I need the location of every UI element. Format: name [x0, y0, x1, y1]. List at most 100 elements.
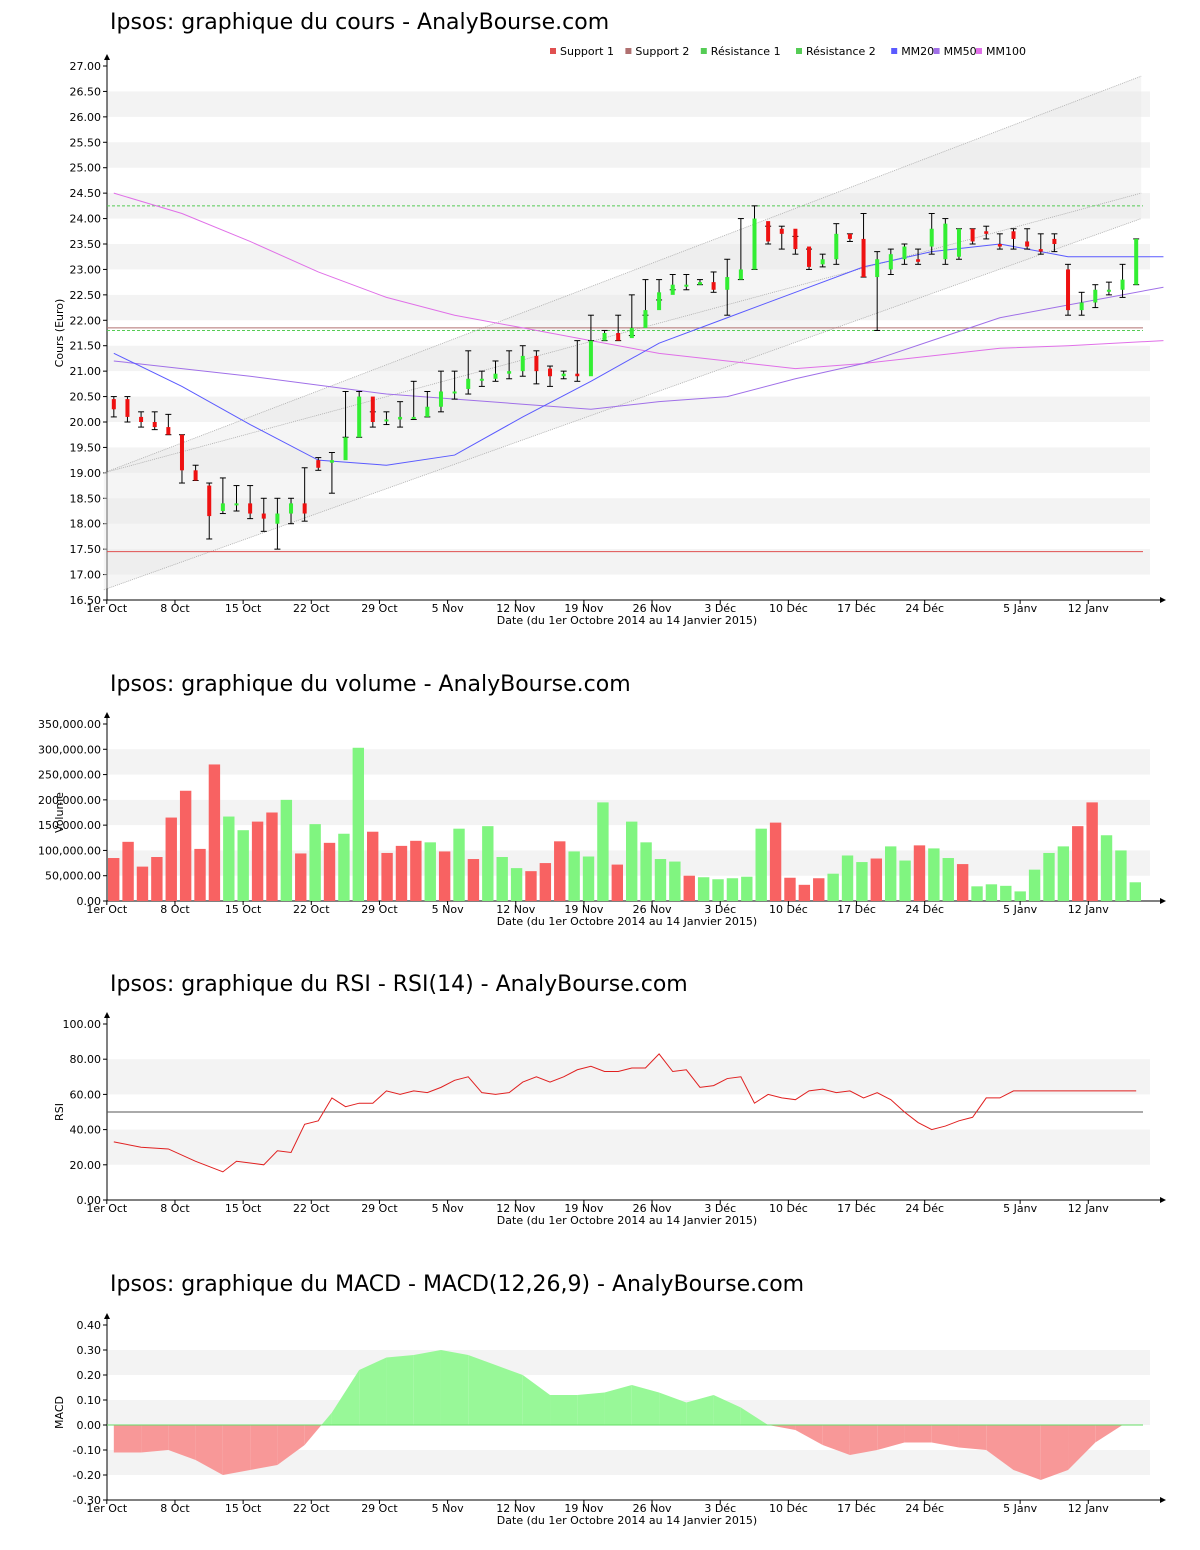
volume-bar: [798, 884, 811, 901]
price-y-tick-label: 19.50: [70, 441, 102, 454]
candle-body: [956, 228, 961, 257]
rsi-x-tick-label: 8 Oct: [160, 1202, 190, 1215]
rsi-x-tick-label: 12 Janv: [1068, 1202, 1109, 1215]
rsi-chart: 0.00 20.00 40.00 60.00 80.00 100.00 1er Oct 8 O…: [53, 1012, 1166, 1227]
volume-bar: [669, 861, 681, 901]
candle-body: [370, 396, 375, 422]
volume-bar: [482, 826, 494, 901]
macd-y-arrow: [104, 1313, 110, 1319]
candle-body: [1093, 289, 1098, 303]
price-y-tick-label: 21.50: [70, 340, 102, 353]
volume-bar: [136, 866, 149, 901]
rsi-x-tick-label: 10 Déc: [769, 1202, 808, 1215]
volume-bar: [1115, 850, 1127, 901]
mm100-line: [113, 192, 1164, 370]
volume-bar: [381, 852, 393, 901]
legend-label: Résistance 1: [711, 45, 781, 58]
price-band: [107, 294, 1150, 321]
candle-body: [725, 277, 730, 290]
volume-bar: [395, 845, 408, 901]
macd-area-negative: [795, 1425, 823, 1445]
macd-x-arrow: [1160, 1497, 1166, 1503]
volume-x-tick-label: 24 Déc: [905, 903, 944, 916]
volume-bar: [928, 848, 940, 901]
rsi-chart-panel: Ipsos: graphique du RSI - RSI(14) - Anal…: [0, 960, 1200, 1240]
candle-body: [220, 503, 225, 511]
macd-area-negative: [849, 1425, 878, 1455]
rsi-x-tick-label: 1er Oct: [86, 1202, 127, 1215]
volume-y-tick-label: 300,000.00: [38, 743, 101, 756]
macd-area-negative: [195, 1425, 223, 1475]
macd-y-tick-label: 0.30: [77, 1344, 102, 1357]
macd-area-positive: [440, 1350, 469, 1425]
rsi-x-tick-label: 5 Janv: [1003, 1202, 1037, 1215]
volume-band: [107, 749, 1150, 775]
candle-body: [1066, 269, 1071, 311]
candle-body: [507, 371, 512, 374]
candle-body: [779, 228, 784, 234]
price-band: [107, 396, 1150, 422]
candle-body: [943, 223, 948, 260]
candle-body: [561, 373, 566, 377]
volume-bar: [841, 855, 854, 901]
price-x-tick-label: 3 Déc: [704, 602, 736, 615]
price-x-tick-label: 29 Oct: [361, 602, 398, 615]
candle-body: [125, 399, 130, 417]
macd-area-positive: [386, 1355, 414, 1425]
volume-x-tick-label: 12 Nov: [496, 903, 535, 916]
candle-body: [398, 416, 403, 420]
volume-bar: [223, 816, 235, 901]
price-y-tick-label: 17.50: [70, 543, 102, 556]
rsi-y-tick-label: 20.00: [70, 1159, 102, 1172]
rsi-y-tick-label: 0.00: [77, 1194, 102, 1207]
candle-body: [684, 284, 689, 287]
price-band: [107, 447, 1150, 473]
macd-area-negative: [986, 1425, 1014, 1470]
volume-chart: 0.00 50,000.00 100,000.00 150,000.00 200,000…: [38, 712, 1166, 928]
candle-body: [929, 228, 934, 247]
macd-x-tick-label: 12 Nov: [496, 1502, 535, 1515]
volume-bar: [697, 877, 710, 901]
price-x-tick-label: 5 Janv: [1003, 602, 1037, 615]
macd-y-tick-label: 0.20: [77, 1369, 102, 1382]
candle-body: [657, 292, 662, 311]
macd-x-tick-label: 29 Oct: [361, 1502, 398, 1515]
volume-bar: [597, 802, 609, 901]
mm50-line: [113, 286, 1164, 410]
macd-area-positive: [359, 1357, 387, 1425]
price-y-tick-label: 18.00: [70, 518, 102, 531]
volume-x-tick-label: 19 Nov: [564, 903, 603, 916]
volume-bar: [582, 856, 595, 901]
macd-area-positive: [468, 1355, 496, 1425]
price-x-tick-label: 26 Nov: [633, 602, 672, 615]
price-y-tick-label: 27.00: [70, 60, 102, 73]
macd-chart-panel: Ipsos: graphique du MACD - MACD(12,26,9)…: [0, 1260, 1200, 1550]
price-chart: 16.50 17.00 17.50 18.00 18.50 19.00 19.50 20.00…: [53, 45, 1166, 627]
macd-x-tick-label: 15 Oct: [225, 1502, 262, 1515]
macd-area-positive: [740, 1407, 769, 1425]
candle-body: [807, 246, 812, 267]
candle-body: [316, 460, 321, 468]
price-x-tick-label: 22 Oct: [293, 602, 330, 615]
rsi-y-tick-label: 80.00: [70, 1053, 102, 1066]
macd-area-negative: [141, 1425, 169, 1453]
volume-bar: [1014, 891, 1026, 901]
candle-body: [1079, 302, 1084, 311]
price-chart-title: Ipsos: graphique du cours - AnalyBourse.…: [110, 10, 610, 35]
price-y-tick-label: 23.50: [70, 238, 102, 251]
volume-bar: [179, 790, 192, 901]
macd-x-tick-label: 19 Nov: [564, 1502, 603, 1515]
candle-body: [1011, 231, 1016, 239]
volume-bar: [1043, 852, 1055, 901]
volume-bar: [813, 878, 825, 901]
trend-channel: [103, 76, 1142, 590]
volume-bar: [194, 848, 206, 901]
rsi-y-tick-label: 60.00: [70, 1088, 102, 1101]
volume-x-tick-label: 1er Oct: [86, 903, 127, 916]
candle-body: [152, 422, 157, 428]
legend-label: Support 2: [635, 45, 689, 58]
candle-body: [1120, 279, 1125, 290]
volume-bar: [367, 831, 379, 901]
macd-area-negative: [931, 1425, 959, 1448]
volume-bar: [611, 864, 623, 901]
